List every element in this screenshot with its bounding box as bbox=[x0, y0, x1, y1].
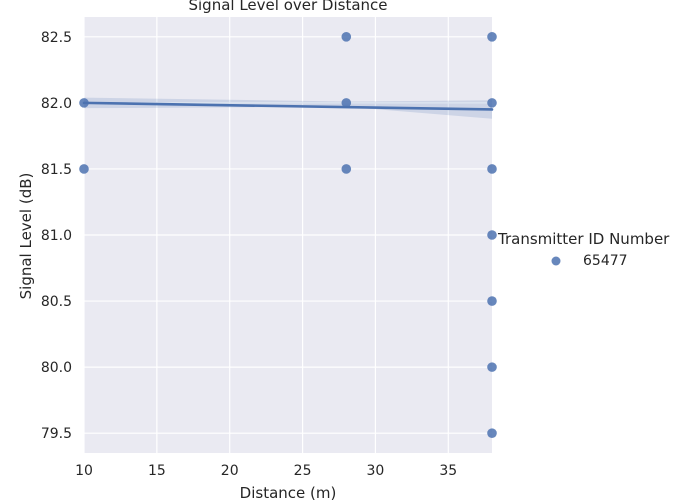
x-tick-label: 20 bbox=[221, 463, 239, 479]
y-tick-label: 82.0 bbox=[41, 96, 72, 112]
chart-title: Signal Level over Distance bbox=[188, 0, 387, 14]
y-tick-labels: 79.5 80.0 80.5 81.0 81.5 82.0 82.5 bbox=[41, 30, 72, 442]
data-point bbox=[487, 164, 497, 174]
x-tick-label: 25 bbox=[294, 463, 312, 479]
legend-marker bbox=[551, 256, 561, 266]
data-point bbox=[79, 98, 89, 108]
data-point bbox=[487, 362, 497, 372]
y-tick-label: 80.5 bbox=[41, 294, 72, 310]
confidence-band-area bbox=[84, 97, 492, 119]
x-tick-label: 15 bbox=[148, 463, 166, 479]
data-point bbox=[341, 32, 352, 42]
regression-line-group bbox=[82, 101, 494, 111]
data-point bbox=[487, 428, 497, 438]
data-point bbox=[341, 164, 352, 174]
legend: Transmitter ID Number 65477 bbox=[497, 230, 670, 269]
data-point bbox=[487, 32, 497, 42]
y-axis-label: Signal Level (dB) bbox=[17, 173, 35, 300]
confidence-band bbox=[84, 97, 492, 119]
data-point bbox=[487, 296, 497, 306]
x-axis-label: Distance (m) bbox=[240, 484, 337, 500]
y-tick-label: 82.5 bbox=[41, 30, 72, 46]
grid bbox=[83, 17, 492, 453]
x-tick-label: 30 bbox=[367, 463, 385, 479]
data-point bbox=[341, 98, 352, 108]
x-tick-labels: 10 15 20 25 30 35 bbox=[75, 463, 457, 479]
y-tick-label: 80.0 bbox=[41, 360, 72, 376]
scatter-points bbox=[79, 32, 497, 438]
x-tick-label: 35 bbox=[439, 463, 457, 479]
data-point bbox=[487, 230, 497, 240]
y-tick-label: 81.5 bbox=[41, 162, 72, 178]
y-tick-label: 81.0 bbox=[41, 228, 72, 244]
data-point bbox=[79, 164, 89, 174]
data-point bbox=[487, 98, 497, 108]
regression-line bbox=[82, 101, 494, 111]
y-tick-label: 79.5 bbox=[41, 426, 72, 442]
x-tick-label: 10 bbox=[75, 463, 93, 479]
legend-entry-label: 65477 bbox=[583, 253, 628, 269]
legend-title: Transmitter ID Number bbox=[497, 230, 670, 248]
